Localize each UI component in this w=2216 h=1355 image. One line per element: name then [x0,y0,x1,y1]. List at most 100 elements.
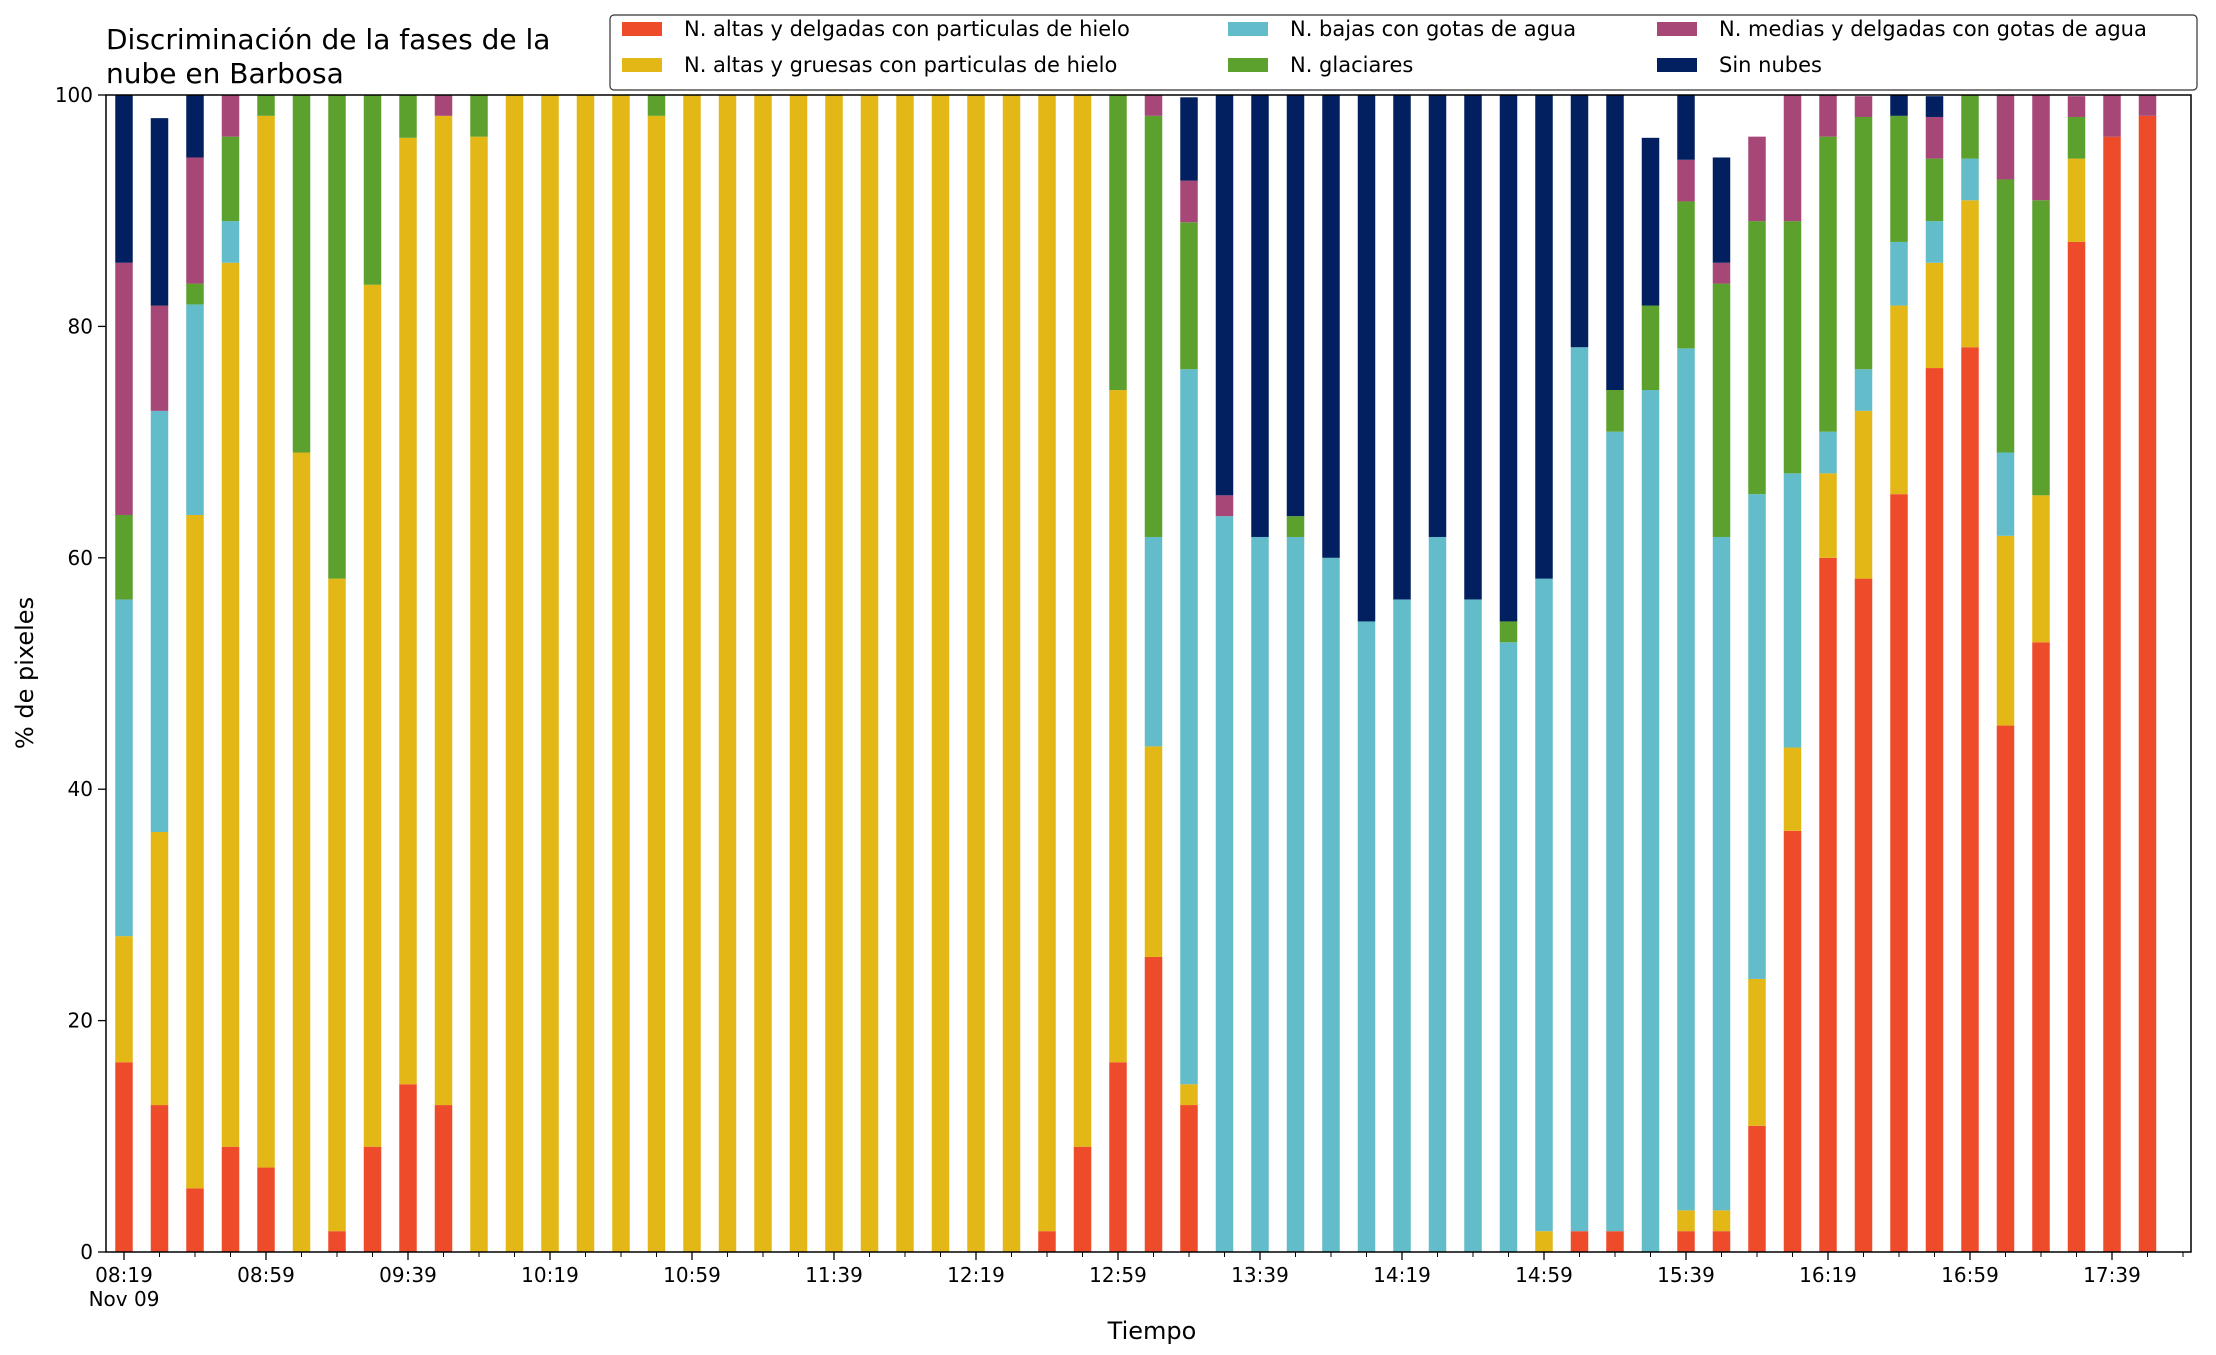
x-tick-label: 13:39 [1231,1263,1289,1287]
x-tick-label: 14:19 [1373,1263,1431,1287]
bar-segment [1641,137,1660,306]
bar-segment [1428,95,1447,537]
bar-segment [2138,115,2157,1252]
bar-segment [1819,136,1837,432]
legend-label: N. bajas con gotas de agua [1290,17,1576,41]
bar-segment [1819,473,1837,558]
y-tick-label: 0 [80,1240,93,1264]
bar-segment [1251,536,1269,1252]
bar-segment [2032,200,2050,496]
bar-segment [1748,978,1766,1126]
bar-segment [363,1146,382,1252]
bar-segment [328,95,346,579]
y-tick-label: 60 [68,546,93,570]
bar-segment [2032,495,2050,643]
bar-segment [221,136,240,222]
bar-segment [931,95,950,1252]
bar-segment [399,1084,417,1252]
bar-segment [1996,535,2015,726]
bar-segment [683,95,701,1252]
bar-segment [1890,241,1908,306]
bar-segment [825,95,843,1252]
x-tick-label: 15:39 [1657,1263,1715,1287]
y-tick-label: 100 [55,83,93,107]
legend-swatch [1228,22,1268,36]
bar-segment [1002,95,1021,1252]
bar-segment [1925,221,1944,263]
bar-segment [1606,95,1624,391]
bar-segment [1854,96,1873,117]
bar-segment [1144,536,1163,747]
bar-segment [1677,201,1695,349]
bar-segment [896,95,914,1252]
bar-segment [363,95,382,285]
bar-segment [1535,1231,1553,1252]
bar-segment [1925,262,1944,369]
bar-segment [1925,116,1944,159]
bar-segment [1180,97,1198,181]
bar-segment [1677,95,1695,160]
bar-segment [1144,115,1163,537]
bar-segment [2138,95,2157,116]
bar-segment [221,1146,240,1252]
bar-segment [150,410,169,833]
bar-segment [860,95,879,1252]
bar-segment [1215,516,1234,1252]
bar-segment [1854,578,1873,1252]
bars-layer [115,95,2157,1253]
bar-segment [221,95,240,137]
bar-segment [1215,495,1234,517]
legend-label: Sin nubes [1719,53,1822,77]
bar-segment [647,115,666,1252]
bar-segment [1819,95,1837,137]
bar-segment [1748,221,1766,495]
bar-segment [257,95,275,116]
bar-segment [150,832,169,1106]
x-axis: 08:19 08:59 09:39 10:19 10:59 11:39 12:19 12:59… [89,1252,2184,1311]
chart-title-line2: nube en Barbosa [106,57,344,90]
bar-segment [967,95,985,1252]
bar-segment [1783,221,1802,474]
bar-segment [1677,1231,1695,1252]
bar-segment [541,95,559,1252]
legend-label: N. medias y delgadas con gotas de agua [1719,17,2147,41]
bar-segment [1641,305,1660,391]
x-tick-label: 11:39 [805,1263,863,1287]
legend-swatch [622,58,662,72]
x-date-label: Nov 09 [89,1287,160,1311]
bar-segment [1038,95,1056,1232]
bar-segment [115,514,133,600]
bar-segment [186,157,204,284]
bar-segment [1286,95,1305,517]
bar-segment [505,95,524,1252]
x-axis-title: Tiempo [1107,1317,1197,1345]
plot-frame [105,94,2192,1253]
bar-segment [1393,599,1411,1252]
bar-segment [612,95,630,1252]
bar-segment [2067,241,2086,1253]
bar-segment [186,304,204,515]
bar-segment [1499,642,1518,1252]
bar-segment [754,95,772,1252]
x-tick-label: 08:59 [237,1263,295,1287]
bar-segment [1109,390,1127,1063]
bar-segment [1890,494,1908,1252]
bar-segment [1215,95,1234,496]
x-tick-label: 10:59 [663,1263,721,1287]
bar-segment [1961,95,1979,159]
bar-segment [115,262,133,515]
bar-segment [292,95,311,453]
bar-segment [1606,1231,1624,1252]
bar-segment [2067,96,2086,117]
x-tick-label: 14:59 [1515,1263,1573,1287]
bar-segment [1180,1084,1198,1106]
bar-segment [292,452,311,1252]
bar-segment [1890,95,1908,116]
bar-segment [1854,410,1873,579]
y-tick-label: 40 [68,777,93,801]
bar-segment [115,599,133,937]
x-tick-label: 12:59 [1089,1263,1147,1287]
bar-segment [1961,200,1979,348]
bar-segment [1783,747,1802,831]
bar-segment [1819,557,1837,1252]
